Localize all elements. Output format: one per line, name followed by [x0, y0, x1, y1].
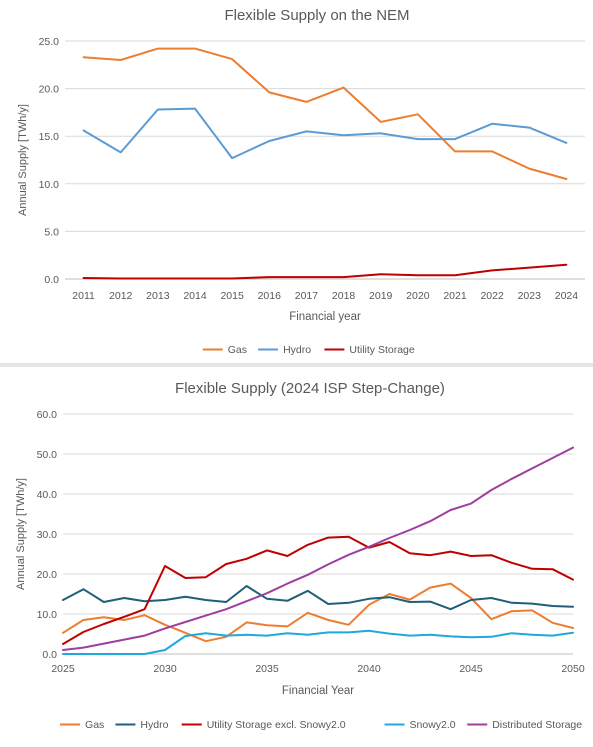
y-axis-label: Annual Supply [TWh/y] [15, 478, 27, 590]
series-line-utility-storage-excl-snowy2-0 [62, 535, 574, 645]
y-tick-label: 40.0 [37, 489, 58, 501]
y-tick-label: 10.0 [37, 609, 58, 621]
legend-label: Distributed Storage [492, 719, 582, 731]
legend-label: Utility Storage excl. Snowy2.0 [207, 719, 346, 731]
y-tick-label: 25.0 [39, 36, 60, 48]
x-tick-label: 2040 [357, 663, 381, 675]
series-line-hydro [62, 585, 574, 611]
chart-flexible-supply-isp: Flexible Supply (2024 ISP Step-Change) 0.… [15, 380, 585, 731]
panel-divider [0, 363, 593, 367]
x-tick-label: 2030 [153, 663, 177, 675]
chart-title: Flexible Supply on the NEM [224, 7, 409, 24]
series-line-hydro [82, 107, 568, 160]
y-tick-label: 20.0 [39, 84, 60, 96]
legend-label: Hydro [283, 344, 311, 356]
x-axis-label: Financial Year [282, 685, 354, 697]
legend-label: Utility Storage [349, 344, 415, 356]
y-tick-label: 5.0 [44, 226, 59, 238]
x-tick-label: 2019 [369, 290, 393, 302]
y-tick-label: 15.0 [39, 131, 60, 143]
x-tick-label: 2021 [443, 290, 467, 302]
legend-label: Hydro [140, 719, 168, 731]
x-tick-label: 2016 [258, 290, 282, 302]
legend-label: Gas [85, 719, 104, 731]
series-line-utility-storage [82, 263, 568, 280]
y-tick-label: 10.0 [39, 179, 60, 191]
x-tick-label: 2017 [295, 290, 319, 302]
x-axis-label: Financial year [289, 311, 361, 323]
x-tick-label: 2015 [220, 290, 244, 302]
chart-title: Flexible Supply (2024 ISP Step-Change) [175, 380, 445, 397]
x-tick-label: 2020 [406, 290, 430, 302]
series-line-distributed-storage [62, 446, 574, 651]
y-tick-label: 60.0 [37, 409, 58, 421]
x-tick-label: 2013 [146, 290, 170, 302]
x-tick-label: 2045 [459, 663, 483, 675]
series-line-snowy2-0 [62, 629, 574, 655]
y-tick-label: 0.0 [42, 649, 57, 661]
x-tick-label: 2023 [518, 290, 542, 302]
y-tick-label: 20.0 [37, 569, 58, 581]
legend-label: Gas [228, 344, 247, 356]
x-tick-label: 2018 [332, 290, 356, 302]
x-tick-label: 2025 [51, 663, 75, 675]
legend-label: Snowy2.0 [410, 719, 456, 731]
y-tick-label: 0.0 [44, 274, 59, 286]
x-tick-label: 2012 [109, 290, 133, 302]
x-tick-label: 2022 [480, 290, 504, 302]
x-tick-label: 2035 [255, 663, 279, 675]
chart-panel-isp: Flexible Supply (2024 ISP Step-Change) 0.… [0, 368, 593, 742]
y-tick-label: 30.0 [37, 529, 58, 541]
chart-flexible-supply-nem: Flexible Supply on the NEM 0.0 5.0 10.0 15.0… [17, 7, 585, 356]
y-axis-label: Annual Supply [TWh/y] [17, 104, 29, 216]
series-line-gas [62, 582, 574, 643]
x-tick-label: 2050 [561, 663, 585, 675]
chart-panel-nem: Flexible Supply on the NEM 0.0 5.0 10.0 15.0… [0, 0, 593, 362]
x-tick-label: 2011 [72, 290, 95, 302]
y-tick-label: 50.0 [37, 449, 58, 461]
series-line-gas [82, 47, 568, 180]
x-tick-label: 2024 [555, 290, 579, 302]
x-tick-label: 2014 [183, 290, 207, 302]
